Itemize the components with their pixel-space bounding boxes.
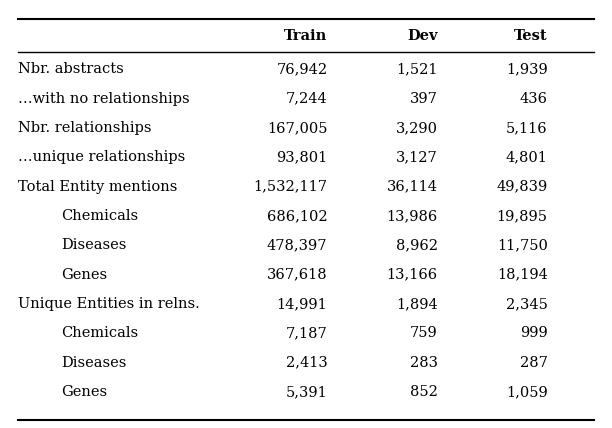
Text: 11,750: 11,750: [497, 238, 548, 252]
Text: 478,397: 478,397: [267, 238, 327, 252]
Text: 3,127: 3,127: [396, 150, 438, 164]
Text: Nbr. relationships: Nbr. relationships: [18, 121, 152, 135]
Text: 49,839: 49,839: [496, 180, 548, 193]
Text: 1,521: 1,521: [396, 62, 438, 76]
Text: Nbr. abstracts: Nbr. abstracts: [18, 62, 124, 76]
Text: Genes: Genes: [61, 385, 107, 399]
Text: Dev: Dev: [407, 29, 438, 43]
Text: 7,244: 7,244: [286, 92, 327, 106]
Text: 4,801: 4,801: [506, 150, 548, 164]
Text: 759: 759: [410, 326, 438, 340]
Text: 397: 397: [409, 92, 438, 106]
Text: 5,116: 5,116: [506, 121, 548, 135]
Text: 686,102: 686,102: [267, 209, 327, 223]
Text: Unique Entities in relns.: Unique Entities in relns.: [18, 297, 200, 311]
Text: 13,986: 13,986: [386, 209, 438, 223]
Text: 8,962: 8,962: [395, 238, 438, 252]
Text: 1,532,117: 1,532,117: [253, 180, 327, 193]
Text: 2,345: 2,345: [506, 297, 548, 311]
Text: 5,391: 5,391: [286, 385, 327, 399]
Text: …unique relationships: …unique relationships: [18, 150, 185, 164]
Text: Chemicals: Chemicals: [61, 209, 138, 223]
Text: 1,059: 1,059: [506, 385, 548, 399]
Text: 1,894: 1,894: [396, 297, 438, 311]
Text: Chemicals: Chemicals: [61, 326, 138, 340]
Text: Test: Test: [514, 29, 548, 43]
Text: 3,290: 3,290: [395, 121, 438, 135]
Text: 167,005: 167,005: [267, 121, 327, 135]
Text: 13,166: 13,166: [386, 268, 438, 282]
Text: 436: 436: [520, 92, 548, 106]
Text: …with no relationships: …with no relationships: [18, 92, 190, 106]
Text: Total Entity mentions: Total Entity mentions: [18, 180, 177, 193]
Text: 287: 287: [520, 356, 548, 369]
Text: 7,187: 7,187: [286, 326, 327, 340]
Text: 93,801: 93,801: [276, 150, 327, 164]
Text: Genes: Genes: [61, 268, 107, 282]
Text: Diseases: Diseases: [61, 238, 127, 252]
Text: 14,991: 14,991: [277, 297, 327, 311]
Text: Diseases: Diseases: [61, 356, 127, 369]
Text: Train: Train: [284, 29, 327, 43]
Text: 999: 999: [520, 326, 548, 340]
Text: 76,942: 76,942: [276, 62, 327, 76]
Text: 19,895: 19,895: [497, 209, 548, 223]
Text: 367,618: 367,618: [267, 268, 327, 282]
Text: 18,194: 18,194: [497, 268, 548, 282]
Text: 852: 852: [409, 385, 438, 399]
Text: 1,939: 1,939: [506, 62, 548, 76]
Text: 36,114: 36,114: [387, 180, 438, 193]
Text: 283: 283: [409, 356, 438, 369]
Text: 2,413: 2,413: [286, 356, 327, 369]
